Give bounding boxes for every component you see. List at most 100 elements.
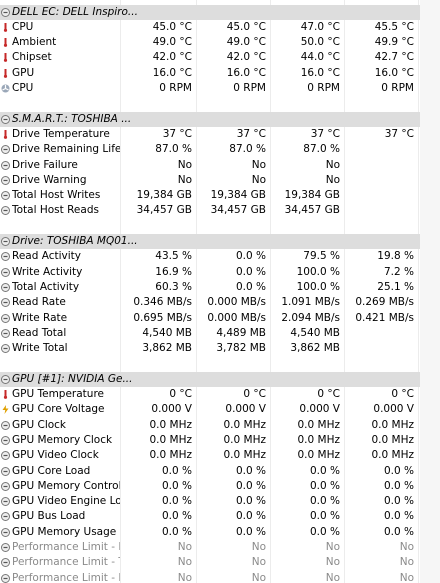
sensor-value: 37 °C: [236, 127, 266, 140]
sensor-value: 16.0 °C: [152, 66, 192, 79]
sensor-value: 0.000 V: [151, 403, 192, 416]
sensor-value: 0 RPM: [159, 82, 192, 94]
sensor-value: 0.0 MHz: [297, 433, 340, 446]
sensor-value: No: [399, 556, 414, 569]
sensor-label: GPU Video Clock: [12, 449, 99, 462]
sensor-icon: [1, 160, 10, 170]
sensor-value: 0.0 %: [235, 464, 266, 477]
sensor-row[interactable]: GPU 16.0 °C 16.0 °C 16.0 °C 16.0 °C: [0, 66, 420, 81]
sensor-label: Drive Remaining Life: [12, 143, 120, 156]
sensor-value: 19,384 GB: [284, 189, 340, 202]
sensor-icon: [1, 282, 10, 292]
column-separator: [120, 0, 121, 583]
sensor-row[interactable]: GPU Clock 0.0 MHz 0.0 MHz 0.0 MHz 0.0 MHz: [0, 418, 420, 433]
scrollbar-track[interactable]: [420, 0, 440, 583]
section-header[interactable]: DELL EC: DELL Inspiro...: [0, 4, 420, 20]
sensor-row[interactable]: Total Host Writes 19,384 GB 19,384 GB 19,38…: [0, 188, 420, 203]
sensor-value: 0.0 %: [383, 464, 414, 477]
sensor-value: 0.0 MHz: [297, 418, 340, 431]
sensor-value: 49.0 °C: [226, 36, 266, 49]
sensor-value: 100.0 %: [296, 265, 340, 278]
sensor-value: 16.0 °C: [226, 66, 266, 79]
sensor-row[interactable]: Performance Limit - Re... No No No No: [0, 571, 420, 583]
sensor-row[interactable]: Performance Limit - Th... No No No No: [0, 555, 420, 570]
section-header[interactable]: Drive: TOSHIBA MQ01...: [0, 234, 420, 250]
sensor-row[interactable]: GPU Memory Clock 0.0 MHz 0.0 MHz 0.0 MHz 0.0…: [0, 433, 420, 448]
sensor-row[interactable]: GPU Bus Load 0.0 % 0.0 % 0.0 % 0.0 %: [0, 509, 420, 524]
sensor-row[interactable]: GPU Memory Controlle... 0.0 % 0.0 % 0.0 % 0.…: [0, 479, 420, 494]
sensor-icon: [1, 481, 10, 491]
sensor-row[interactable]: Write Rate 0.695 MB/s 0.000 MB/s 2.094 MB/s…: [0, 311, 420, 326]
sensor-value: 0.0 %: [235, 265, 266, 278]
sensor-value: No: [325, 541, 340, 553]
sensor-value: 3,862 MB: [142, 342, 192, 355]
sensor-value: 100.0 %: [296, 280, 340, 293]
sensor-value: 0 RPM: [381, 82, 414, 94]
sensor-row[interactable]: Drive Warning No No No: [0, 173, 420, 188]
section-header[interactable]: GPU [#1]: NVIDIA Ge...: [0, 371, 420, 387]
sensor-value: 34,457 GB: [284, 204, 340, 217]
sensor-value: 0.0 MHz: [297, 449, 340, 462]
sensor-row[interactable]: Total Host Reads 34,457 GB 34,457 GB 34,457…: [0, 203, 420, 218]
sensor-label: Ambient: [12, 36, 57, 49]
sensor-value: 0.0 %: [235, 510, 266, 523]
sensor-value: 3,782 MB: [216, 342, 266, 355]
sensor-row[interactable]: Chipset 42.0 °C 42.0 °C 44.0 °C 42.7 °C: [0, 50, 420, 65]
sensor-row[interactable]: Write Activity 16.9 % 0.0 % 100.0 % 7.2 %: [0, 265, 420, 280]
sensor-value: 7.2 %: [383, 265, 414, 278]
sensor-row[interactable]: GPU Video Engine Load 0.0 % 0.0 % 0.0 % 0.0 …: [0, 494, 420, 509]
sensor-value: 0.695 MB/s: [133, 311, 192, 324]
column-separator: [344, 0, 345, 583]
sensor-row[interactable]: Total Activity 60.3 % 0.0 % 100.0 % 25.1 %: [0, 280, 420, 295]
sensor-value: 79.5 %: [303, 250, 340, 263]
sensor-icon: [1, 466, 10, 476]
sensor-row[interactable]: GPU Video Clock 0.0 MHz 0.0 MHz 0.0 MHz 0.0 …: [0, 448, 420, 463]
sensor-row[interactable]: Ambient 49.0 °C 49.0 °C 50.0 °C 49.9 °C: [0, 35, 420, 50]
sensor-row[interactable]: Write Total 3,862 MB 3,782 MB 3,862 MB: [0, 341, 420, 356]
sensor-value: 0 RPM: [233, 82, 266, 94]
sensor-label: Drive Temperature: [12, 127, 110, 140]
sensor-value: 0.0 %: [161, 464, 192, 477]
sensor-row[interactable]: Read Rate 0.346 MB/s 0.000 MB/s 1.091 MB/s 0…: [0, 295, 420, 310]
sensor-row[interactable]: Read Total 4,540 MB 4,489 MB 4,540 MB: [0, 326, 420, 341]
sensor-value: 0 °C: [169, 388, 192, 400]
section-title: S.M.A.R.T.: TOSHIBA ...: [12, 112, 132, 125]
sensor-value: 42.7 °C: [374, 51, 414, 64]
sensor-row[interactable]: Performance Limit - Po... No No No No: [0, 540, 420, 555]
sensor-value: 16.0 °C: [374, 66, 414, 79]
sensor-row[interactable]: GPU Memory Usage 0.0 % 0.0 % 0.0 % 0.0 %: [0, 525, 420, 540]
sensor-row[interactable]: Drive Remaining Life 87.0 % 87.0 % 87.0 %: [0, 142, 420, 157]
sensor-value: 0.000 MB/s: [207, 296, 266, 309]
sensor-icon: [1, 252, 10, 262]
sensor-value: 0.0 MHz: [371, 433, 414, 446]
sensor-icon: [1, 298, 10, 308]
sensor-value: No: [251, 173, 266, 186]
sensor-row[interactable]: Read Activity 43.5 % 0.0 % 79.5 % 19.8 %: [0, 249, 420, 264]
sensor-label: GPU Core Voltage: [12, 403, 105, 416]
sensor-value: 0.0 %: [161, 495, 192, 508]
sensor-label: Read Rate: [12, 296, 66, 309]
section-header[interactable]: S.M.A.R.T.: TOSHIBA ...: [0, 111, 420, 127]
sensor-value: 87.0 %: [155, 143, 192, 156]
sensor-value: 0.0 %: [383, 479, 414, 492]
sensor-value: 16.0 °C: [300, 66, 340, 79]
sensor-icon: [3, 68, 8, 78]
sensor-value: 0.0 %: [235, 525, 266, 538]
sensor-icon: [3, 38, 8, 47]
sensor-value: 87.0 %: [303, 143, 340, 156]
sensor-row[interactable]: Drive Temperature 37 °C 37 °C 37 °C 37 °C: [0, 127, 420, 142]
sensor-value: 0.000 V: [225, 403, 266, 416]
sensor-value: 0 RPM: [307, 82, 340, 94]
sensor-row[interactable]: CPU 0 RPM 0 RPM 0 RPM 0 RPM: [0, 81, 420, 96]
sensor-row[interactable]: GPU Temperature 0 °C 0 °C 0 °C 0 °C: [0, 387, 420, 402]
sensor-label: GPU Clock: [12, 418, 67, 431]
sensor-row[interactable]: GPU Core Load 0.0 % 0.0 % 0.0 % 0.0 %: [0, 464, 420, 479]
sensor-value: 0.0 %: [309, 525, 340, 538]
sensor-row[interactable]: GPU Core Voltage 0.000 V 0.000 V 0.000 V 0.0…: [0, 402, 420, 417]
sensor-row[interactable]: Drive Failure No No No: [0, 158, 420, 173]
column-separator: [270, 0, 271, 583]
sensor-icon: [1, 344, 10, 354]
sensor-icon: [1, 237, 10, 246]
sensor-row[interactable]: CPU 45.0 °C 45.0 °C 47.0 °C 45.5 °C: [0, 20, 420, 35]
sensor-icon: [1, 451, 10, 461]
